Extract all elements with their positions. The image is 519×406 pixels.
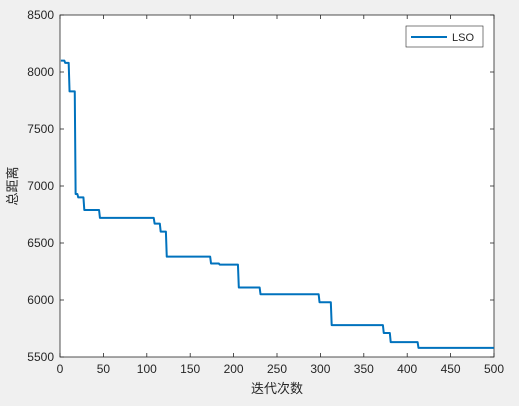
x-tick-label: 0: [57, 362, 64, 376]
x-tick-label: 150: [180, 362, 200, 376]
x-tick-label: 400: [397, 362, 417, 376]
y-tick-label: 6500: [27, 236, 54, 250]
y-axis-label: 总距离: [5, 166, 20, 205]
y-tick-label: 7500: [27, 122, 54, 136]
x-tick-label: 200: [224, 362, 244, 376]
y-tick-label: 8500: [27, 8, 54, 22]
x-tick-label: 50: [97, 362, 111, 376]
x-tick-label: 450: [441, 362, 461, 376]
y-tick-label: 8000: [27, 65, 54, 79]
x-tick-label: 300: [310, 362, 330, 376]
x-tick-label: 350: [354, 362, 374, 376]
x-axis-label: 迭代次数: [251, 381, 303, 396]
x-tick-label: 100: [137, 362, 157, 376]
x-tick-label: 250: [267, 362, 287, 376]
series-line-lso: [60, 59, 494, 349]
x-axis: 0 50 100 150 200 250 300 350 400 450 500: [57, 15, 504, 376]
legend: LSO: [405, 25, 484, 48]
legend-label-lso: LSO: [452, 32, 474, 44]
y-axis: 5500 6000 6500 7000 7500 8000 8500: [27, 8, 494, 364]
y-tick-label: 5500: [27, 350, 54, 364]
x-tick-label: 500: [484, 362, 504, 376]
series-layer: [60, 59, 494, 349]
plot-area: [59, 14, 495, 358]
y-tick-label: 7000: [27, 179, 54, 193]
y-tick-label: 6000: [27, 293, 54, 307]
